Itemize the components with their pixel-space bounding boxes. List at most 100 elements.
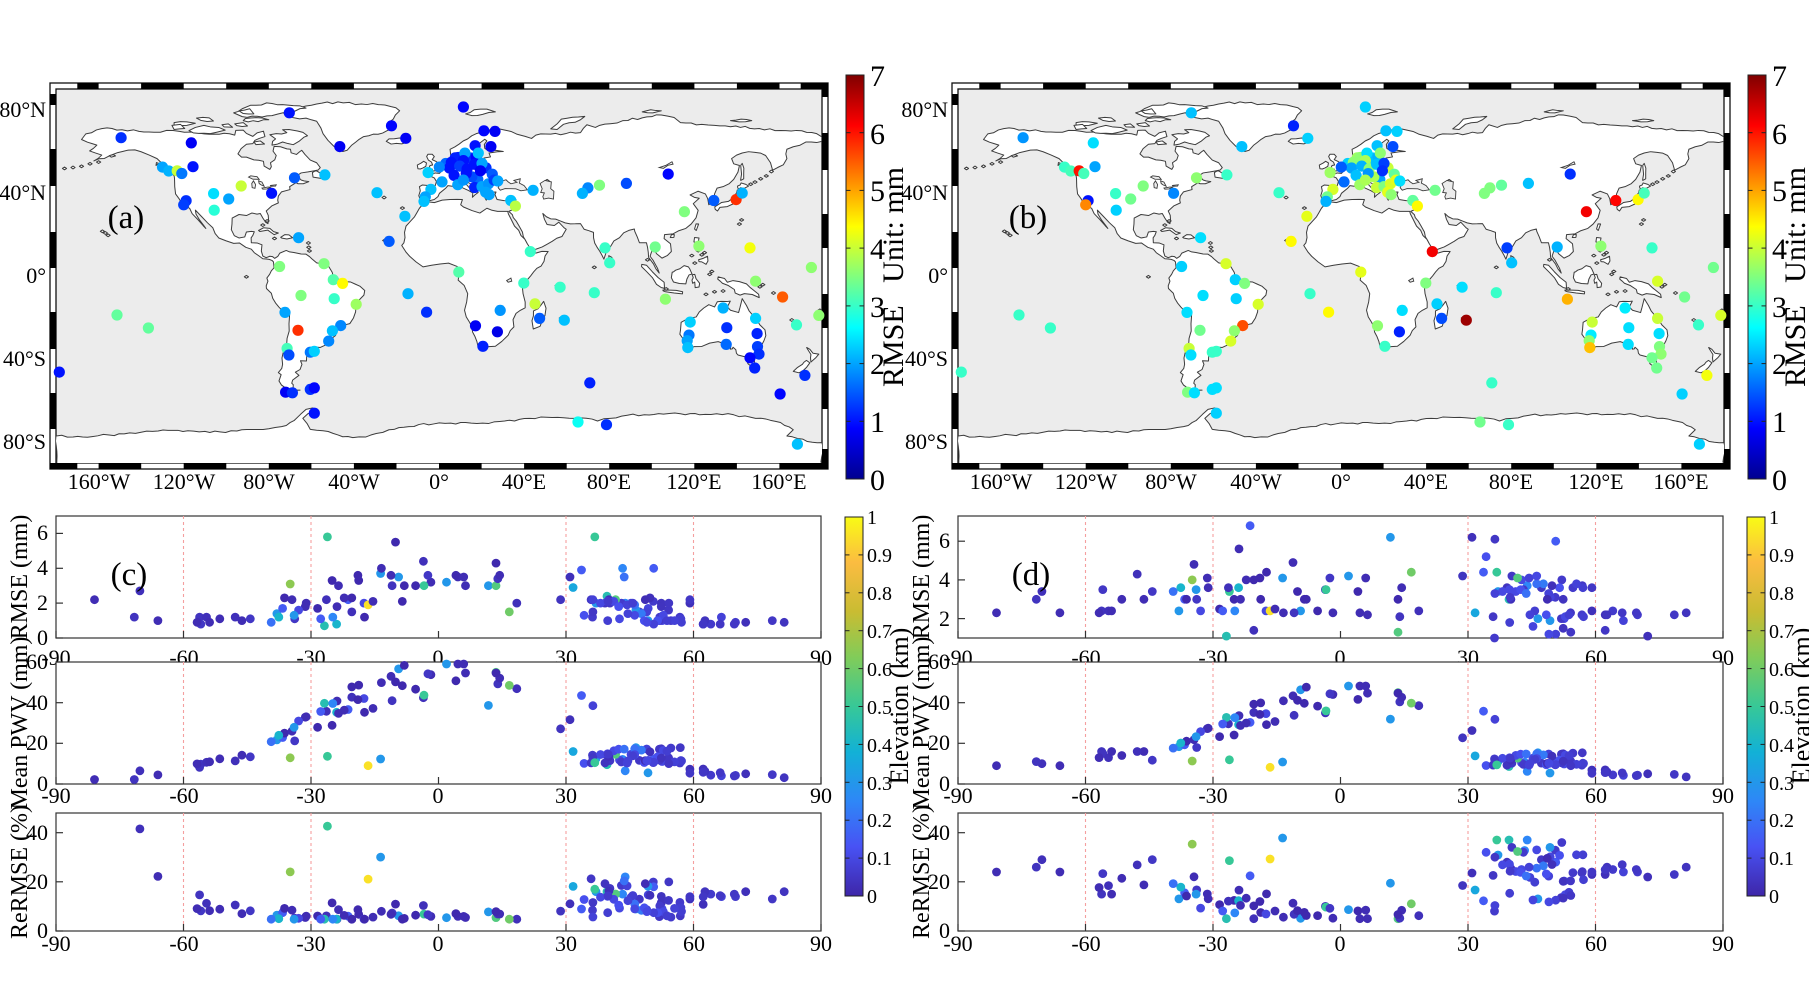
svg-text:7: 7 [870,60,885,93]
svg-text:6: 6 [1772,118,1787,151]
svg-text:Mean PWV (mm): Mean PWV (mm) [7,637,33,810]
svg-text:80°E: 80°E [1489,469,1533,494]
svg-text:30: 30 [1457,783,1479,808]
svg-text:0°: 0° [429,469,449,494]
svg-text:0: 0 [1335,645,1346,670]
svg-text:0.7: 0.7 [1769,621,1794,643]
svg-text:1: 1 [867,507,877,529]
svg-text:0.6: 0.6 [867,659,892,681]
svg-text:-30: -30 [1198,931,1227,956]
svg-text:120°E: 120°E [666,469,721,494]
svg-text:3: 3 [1772,291,1787,324]
svg-text:40°W: 40°W [1230,469,1282,494]
svg-text:40°E: 40°E [502,469,546,494]
svg-text:80°W: 80°W [1145,469,1197,494]
svg-text:20: 20 [928,869,950,894]
svg-text:40°S: 40°S [905,346,948,371]
svg-text:160°W: 160°W [970,469,1033,494]
svg-text:0: 0 [1772,464,1787,497]
svg-text:0.5: 0.5 [867,697,892,719]
svg-text:RMSE Unit: mm: RMSE Unit: mm [877,167,910,387]
svg-text:4: 4 [870,233,885,266]
svg-text:0°: 0° [26,263,46,288]
svg-text:0.3: 0.3 [1769,773,1794,795]
svg-text:40°W: 40°W [328,469,380,494]
svg-text:0.1: 0.1 [867,848,892,870]
svg-text:0°: 0° [928,263,948,288]
svg-text:ReRMSE (%): ReRMSE (%) [7,805,33,939]
svg-text:40°S: 40°S [3,346,46,371]
svg-text:120°E: 120°E [1568,469,1623,494]
svg-text:-30: -30 [296,931,325,956]
svg-text:40°E: 40°E [1404,469,1448,494]
svg-text:RMSE Unit: mm: RMSE Unit: mm [1779,167,1809,387]
svg-text:20: 20 [26,730,48,755]
svg-text:90: 90 [1712,931,1734,956]
svg-text:2: 2 [939,606,950,631]
svg-text:80°W: 80°W [243,469,295,494]
svg-text:0.4: 0.4 [1769,735,1794,757]
svg-text:60: 60 [928,649,950,674]
svg-text:0: 0 [37,771,48,796]
svg-text:160°E: 160°E [751,469,806,494]
svg-text:30: 30 [1457,931,1479,956]
svg-text:90: 90 [810,783,832,808]
svg-text:40: 40 [928,690,950,715]
svg-text:20: 20 [928,730,950,755]
svg-text:60: 60 [1585,783,1607,808]
svg-text:(a): (a) [108,200,145,236]
svg-text:0: 0 [433,645,444,670]
svg-text:80°S: 80°S [905,429,948,454]
svg-text:0.9: 0.9 [867,545,892,567]
svg-text:(b): (b) [1009,200,1047,236]
svg-text:20: 20 [26,869,48,894]
svg-text:0.5: 0.5 [1769,697,1794,719]
svg-text:6: 6 [37,520,48,545]
svg-text:RMSE (mm): RMSE (mm) [7,515,33,640]
svg-text:ReRMSE (%): ReRMSE (%) [909,805,935,939]
svg-text:6: 6 [870,118,885,151]
svg-text:(d): (d) [1012,557,1050,593]
svg-text:40: 40 [928,820,950,845]
svg-text:60: 60 [1585,931,1607,956]
svg-text:0.7: 0.7 [867,621,892,643]
svg-text:30: 30 [555,931,577,956]
svg-text:4: 4 [939,567,950,592]
svg-text:-60: -60 [169,931,198,956]
svg-text:40: 40 [26,820,48,845]
svg-text:90: 90 [1712,783,1734,808]
svg-text:0: 0 [37,625,48,650]
svg-text:90: 90 [810,931,832,956]
svg-text:RMSE (mm): RMSE (mm) [909,515,935,640]
svg-text:80°N: 80°N [0,97,46,122]
svg-text:0.2: 0.2 [867,810,892,832]
svg-text:4: 4 [37,555,48,580]
svg-text:0.8: 0.8 [867,583,892,605]
svg-text:Elevation (km): Elevation (km) [885,628,914,785]
svg-text:40: 40 [26,690,48,715]
svg-text:1: 1 [1769,507,1779,529]
svg-text:1: 1 [1772,406,1787,439]
svg-text:0.4: 0.4 [867,735,892,757]
svg-text:-60: -60 [169,783,198,808]
svg-text:80°N: 80°N [901,97,948,122]
svg-text:80°E: 80°E [587,469,631,494]
svg-text:Mean PWV (mm): Mean PWV (mm) [909,637,935,810]
svg-text:-30: -30 [1198,783,1227,808]
svg-text:7: 7 [1772,60,1787,93]
svg-text:0.3: 0.3 [867,773,892,795]
svg-text:0.2: 0.2 [1769,810,1794,832]
svg-text:120°W: 120°W [153,469,216,494]
svg-text:40°N: 40°N [0,180,46,205]
svg-text:0°: 0° [1331,469,1351,494]
svg-text:0: 0 [870,464,885,497]
svg-text:0: 0 [1769,886,1779,908]
svg-text:-30: -30 [296,783,325,808]
svg-text:30: 30 [555,783,577,808]
svg-text:5: 5 [1772,175,1787,208]
svg-text:0: 0 [1335,783,1346,808]
svg-text:-90: -90 [41,783,70,808]
svg-text:2: 2 [1772,348,1787,381]
svg-text:-90: -90 [943,783,972,808]
svg-text:6: 6 [939,528,950,553]
